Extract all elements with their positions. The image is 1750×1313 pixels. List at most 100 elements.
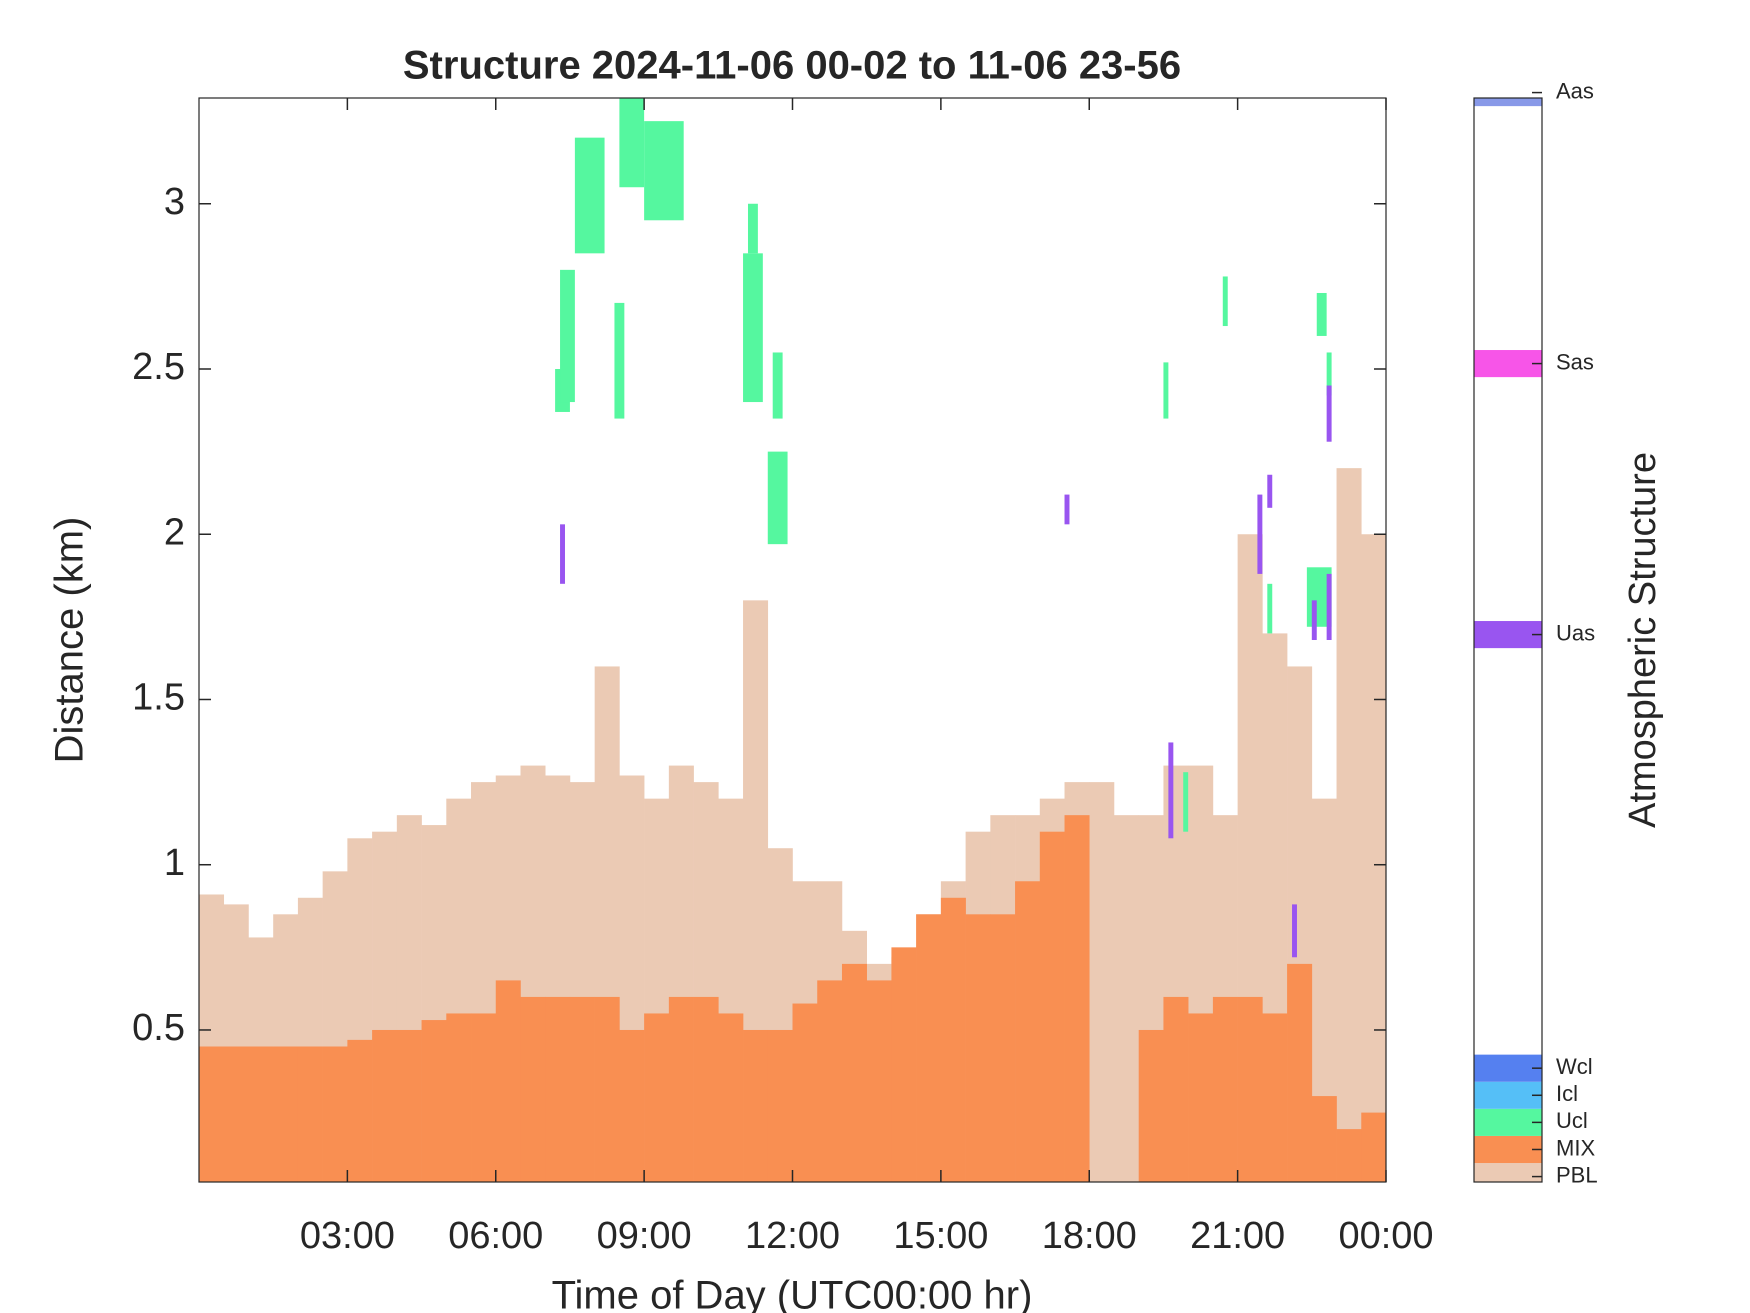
column xyxy=(916,914,942,1182)
colorbar-swatch xyxy=(1474,1081,1542,1109)
column xyxy=(545,996,571,1182)
column xyxy=(619,1029,645,1182)
column xyxy=(1361,1112,1387,1182)
column xyxy=(1237,996,1263,1182)
column xyxy=(668,996,694,1182)
column xyxy=(495,980,521,1182)
layer-patch xyxy=(1326,573,1332,640)
layer-patch xyxy=(1267,474,1273,508)
y-tick-label: 2.5 xyxy=(132,346,185,388)
colorbar-tick-label: PBL xyxy=(1556,1162,1598,1187)
x-tick-label: 00:00 xyxy=(1338,1215,1433,1257)
y-tick-label: 3 xyxy=(164,181,185,223)
column xyxy=(1089,782,1115,1182)
colorbar-tick-label: Aas xyxy=(1556,78,1594,103)
colorbar-tick-label: Uas xyxy=(1556,620,1595,645)
column xyxy=(199,1046,225,1182)
colorbar-label: Atmospheric Structure xyxy=(1622,452,1664,828)
column xyxy=(718,1013,744,1182)
column xyxy=(940,897,966,1182)
column xyxy=(322,1046,348,1182)
column xyxy=(372,1029,398,1182)
x-tick-label: 03:00 xyxy=(300,1215,395,1257)
y-axis-label: Distance (km) xyxy=(48,517,92,764)
chart-title: Structure 2024-11-06 00-02 to 11-06 23-5… xyxy=(403,44,1181,88)
column xyxy=(1039,831,1065,1182)
layer-patch xyxy=(1326,385,1332,442)
layer-patch xyxy=(644,121,684,221)
column xyxy=(891,947,917,1182)
column xyxy=(1188,1013,1214,1182)
colorbar-swatch xyxy=(1474,98,1542,107)
layer-patch xyxy=(1222,276,1228,327)
column xyxy=(1262,1013,1288,1182)
layer-patch xyxy=(767,451,788,545)
colorbar-tick-label: Sas xyxy=(1556,349,1594,374)
column xyxy=(396,1029,422,1182)
y-tick-label: 0.5 xyxy=(132,1007,185,1049)
layer-patch xyxy=(1326,352,1332,396)
x-tick-label: 06:00 xyxy=(448,1215,543,1257)
colorbar-swatch xyxy=(1474,1054,1542,1082)
column xyxy=(1015,881,1041,1182)
layer-patch xyxy=(574,137,605,254)
layer-patch xyxy=(1183,772,1189,832)
column xyxy=(1212,996,1238,1182)
x-tick-label: 15:00 xyxy=(893,1215,988,1257)
layer-patch xyxy=(1267,583,1273,634)
column xyxy=(1138,1029,1164,1182)
layer-patch xyxy=(1168,742,1174,839)
colorbar-swatch xyxy=(1474,350,1542,378)
column xyxy=(1311,1096,1337,1182)
colorbar-swatch xyxy=(1474,621,1542,649)
x-tick-label: 21:00 xyxy=(1190,1215,1285,1257)
colorbar-tick-label: Icl xyxy=(1556,1081,1578,1106)
column xyxy=(520,996,546,1182)
layer-patch xyxy=(1064,494,1070,525)
colorbar-tick-label: Ucl xyxy=(1556,1108,1588,1133)
column xyxy=(1163,996,1189,1182)
column xyxy=(446,1013,472,1182)
layer-patch xyxy=(560,269,575,403)
x-tick-label: 09:00 xyxy=(597,1215,692,1257)
layer-patch xyxy=(747,203,758,254)
column xyxy=(1287,963,1313,1182)
column xyxy=(1336,468,1362,1182)
colorbar-swatch xyxy=(1474,1108,1542,1136)
column xyxy=(792,1003,818,1182)
column xyxy=(421,1020,447,1182)
column xyxy=(866,980,892,1182)
colorbar-swatch xyxy=(1474,1135,1542,1164)
column xyxy=(248,1046,274,1182)
y-tick-label: 1.5 xyxy=(132,677,185,719)
column xyxy=(1361,534,1387,1182)
layer-patch xyxy=(743,253,763,403)
column xyxy=(471,1013,497,1182)
colorbar-swatch xyxy=(1474,1163,1542,1182)
column xyxy=(1113,815,1140,1182)
column xyxy=(743,1029,769,1182)
column xyxy=(223,1046,249,1182)
column xyxy=(767,1029,793,1182)
column xyxy=(990,914,1016,1182)
column xyxy=(347,1039,373,1182)
column xyxy=(644,1013,670,1182)
column xyxy=(569,996,595,1182)
layer-patch xyxy=(1316,292,1327,336)
layer-patch xyxy=(560,524,565,584)
column xyxy=(693,996,719,1182)
layer-patch xyxy=(1257,494,1263,574)
colorbar-tick-label: Wcl xyxy=(1556,1054,1593,1079)
x-tick-label: 12:00 xyxy=(745,1215,840,1257)
x-tick-label: 18:00 xyxy=(1042,1215,1137,1257)
column xyxy=(965,914,991,1182)
column xyxy=(841,963,867,1182)
column xyxy=(1336,1129,1362,1182)
colorbar-frame xyxy=(1473,97,1543,1183)
layer-patch xyxy=(1163,362,1169,419)
colorbar-tick-label: MIX xyxy=(1556,1135,1595,1160)
column xyxy=(594,996,620,1182)
x-axis-label: Time of Day (UTC00:00 hr) xyxy=(552,1274,1033,1313)
